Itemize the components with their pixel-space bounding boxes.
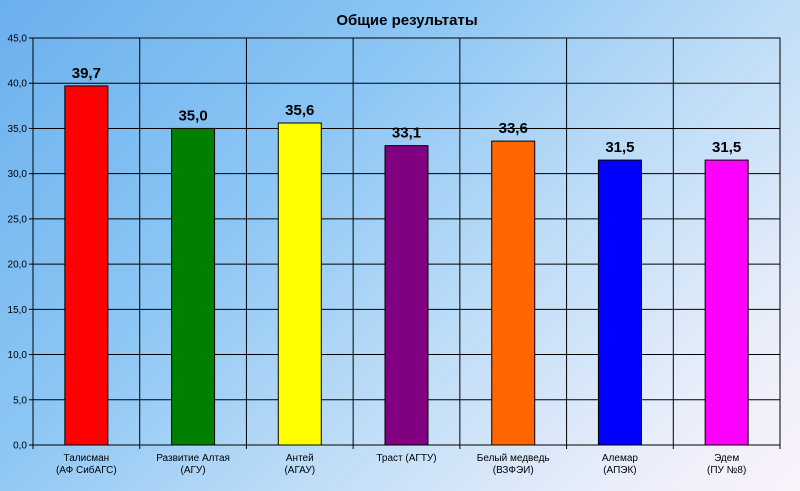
y-tick-label: 20,0 (8, 260, 28, 271)
y-tick-label: 25,0 (8, 214, 28, 225)
data-label: 31,5 (605, 139, 634, 156)
x-tick-label: Белый медведь (ВЗФЭИ) (477, 453, 550, 476)
y-tick-label: 10,0 (8, 350, 28, 361)
bar (597, 159, 642, 446)
x-tick-label: Траст (АГТУ) (376, 453, 436, 464)
plot-border (32, 37, 781, 446)
x-tick-label: Эдем (ПУ №8) (707, 453, 746, 476)
x-tick-label: Алемар (АПЭК) (602, 453, 639, 476)
bar (64, 85, 109, 446)
y-tick-label: 15,0 (8, 305, 28, 316)
y-tick-label: 5,0 (13, 395, 27, 406)
bar (384, 145, 429, 446)
y-axis-ticks: 0,0 5,0 10,0 15,0 20,0 25,0 30,0 35,0 40,0 45,0 (8, 34, 33, 452)
bar (171, 127, 216, 446)
data-label: 39,7 (72, 65, 101, 82)
bar (491, 140, 536, 446)
x-tick-label: Развитие Алтая (АГУ) (156, 453, 230, 476)
chart-title: Общие результаты (336, 12, 477, 29)
data-label: 35,0 (178, 107, 207, 124)
bar (277, 122, 322, 446)
y-tick-label: 30,0 (8, 169, 28, 180)
data-label: 35,6 (285, 102, 314, 119)
data-labels: 39,7 35,0 35,6 33,1 33,6 31,5 31,5 (72, 65, 741, 156)
bar (704, 159, 749, 446)
x-tick-label: Антей (АГАУ) (284, 453, 315, 476)
x-tick-label: Талисман (АФ СибАГС) (56, 453, 117, 476)
y-tick-label: 35,0 (8, 124, 28, 135)
y-tick-label: 0,0 (13, 441, 27, 452)
data-label: 31,5 (712, 139, 741, 156)
data-label: 33,1 (392, 125, 421, 142)
data-label: 33,6 (499, 120, 528, 137)
axes (32, 37, 781, 446)
y-tick-label: 40,0 (8, 79, 28, 90)
x-axis-ticks: Талисман (АФ СибАГС) Развитие Алтая (АГУ) Ан… (32, 445, 781, 476)
bars (64, 85, 749, 446)
y-tick-label: 45,0 (8, 34, 28, 45)
